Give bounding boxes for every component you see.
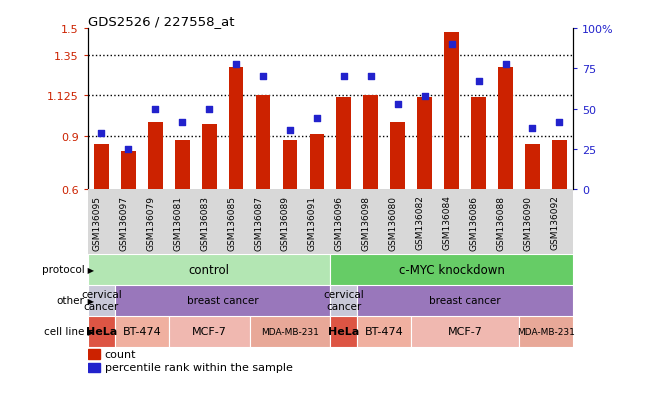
Point <box>447 42 457 48</box>
Text: BT-474: BT-474 <box>122 326 161 337</box>
Text: GSM136080: GSM136080 <box>389 195 398 250</box>
Text: count: count <box>105 349 136 359</box>
Bar <box>411 316 519 347</box>
Point <box>150 106 160 113</box>
Point <box>258 74 268 81</box>
Bar <box>229 67 243 190</box>
Bar <box>552 141 567 190</box>
Point <box>393 101 403 108</box>
Text: cell line: cell line <box>44 326 85 337</box>
Text: GDS2526 / 227558_at: GDS2526 / 227558_at <box>88 15 234 28</box>
Text: breast cancer: breast cancer <box>187 295 258 306</box>
Point <box>473 79 484 85</box>
Point <box>177 119 187 126</box>
Point <box>312 116 322 122</box>
Text: c-MYC knockdown: c-MYC knockdown <box>398 263 505 276</box>
Text: GSM136096: GSM136096 <box>335 195 344 250</box>
Bar <box>202 125 217 190</box>
Point <box>527 126 538 132</box>
Text: GSM136083: GSM136083 <box>200 195 209 250</box>
Point <box>123 146 133 153</box>
Point <box>231 61 242 68</box>
Bar <box>121 152 135 190</box>
Bar <box>330 285 357 316</box>
Bar <box>330 254 573 285</box>
Bar <box>337 98 352 190</box>
Text: GSM136097: GSM136097 <box>119 195 128 250</box>
Text: GSM136081: GSM136081 <box>173 195 182 250</box>
Bar <box>498 67 513 190</box>
Text: GSM136089: GSM136089 <box>281 195 290 250</box>
Text: GSM136095: GSM136095 <box>92 195 102 250</box>
Text: GSM136087: GSM136087 <box>254 195 263 250</box>
Bar <box>88 349 100 359</box>
Text: ▶: ▶ <box>85 327 94 336</box>
Bar <box>249 316 330 347</box>
Point <box>554 119 564 126</box>
Text: GSM136098: GSM136098 <box>362 195 371 250</box>
Bar <box>363 96 378 190</box>
Text: GSM136086: GSM136086 <box>469 195 478 250</box>
Bar <box>283 141 298 190</box>
Text: MDA-MB-231: MDA-MB-231 <box>517 327 575 336</box>
Bar <box>88 285 115 316</box>
Bar <box>115 316 169 347</box>
Text: percentile rank within the sample: percentile rank within the sample <box>105 363 293 373</box>
Text: cervical
cancer: cervical cancer <box>81 290 122 311</box>
Bar <box>256 96 270 190</box>
Text: GSM136085: GSM136085 <box>227 195 236 250</box>
Bar <box>444 33 459 190</box>
Point <box>204 106 214 113</box>
Point <box>339 74 349 81</box>
Bar <box>88 254 330 285</box>
Bar <box>88 316 115 347</box>
Bar <box>115 285 330 316</box>
Bar <box>525 144 540 190</box>
Text: GSM136088: GSM136088 <box>497 195 506 250</box>
Text: GSM136079: GSM136079 <box>146 195 155 250</box>
Bar <box>169 316 249 347</box>
Text: MDA-MB-231: MDA-MB-231 <box>261 327 319 336</box>
Text: MCF-7: MCF-7 <box>448 326 482 337</box>
Text: control: control <box>189 263 230 276</box>
Text: GSM136084: GSM136084 <box>443 195 452 250</box>
Point <box>96 130 107 137</box>
Bar <box>330 316 357 347</box>
Text: GSM136090: GSM136090 <box>523 195 533 250</box>
Bar <box>148 123 163 190</box>
Text: GSM136091: GSM136091 <box>308 195 317 250</box>
Text: MCF-7: MCF-7 <box>191 326 227 337</box>
Point <box>419 93 430 100</box>
Bar <box>94 144 109 190</box>
Bar <box>357 316 411 347</box>
Bar <box>88 363 100 373</box>
Text: HeLa: HeLa <box>328 326 359 337</box>
Point <box>366 74 376 81</box>
Text: BT-474: BT-474 <box>365 326 404 337</box>
Text: protocol: protocol <box>42 264 85 275</box>
Text: cervical
cancer: cervical cancer <box>324 290 364 311</box>
Text: other: other <box>57 295 85 306</box>
Bar <box>471 98 486 190</box>
Text: HeLa: HeLa <box>86 326 117 337</box>
Point <box>501 61 511 68</box>
Point <box>284 127 295 134</box>
Text: breast cancer: breast cancer <box>429 295 501 306</box>
Bar <box>174 141 189 190</box>
Text: GSM136082: GSM136082 <box>416 195 424 250</box>
Text: ▶: ▶ <box>85 296 94 305</box>
Bar <box>391 123 405 190</box>
Text: GSM136092: GSM136092 <box>550 195 559 250</box>
Bar <box>309 135 324 190</box>
Bar <box>417 98 432 190</box>
Text: ▶: ▶ <box>85 265 94 274</box>
Bar <box>519 316 573 347</box>
Bar <box>357 285 573 316</box>
